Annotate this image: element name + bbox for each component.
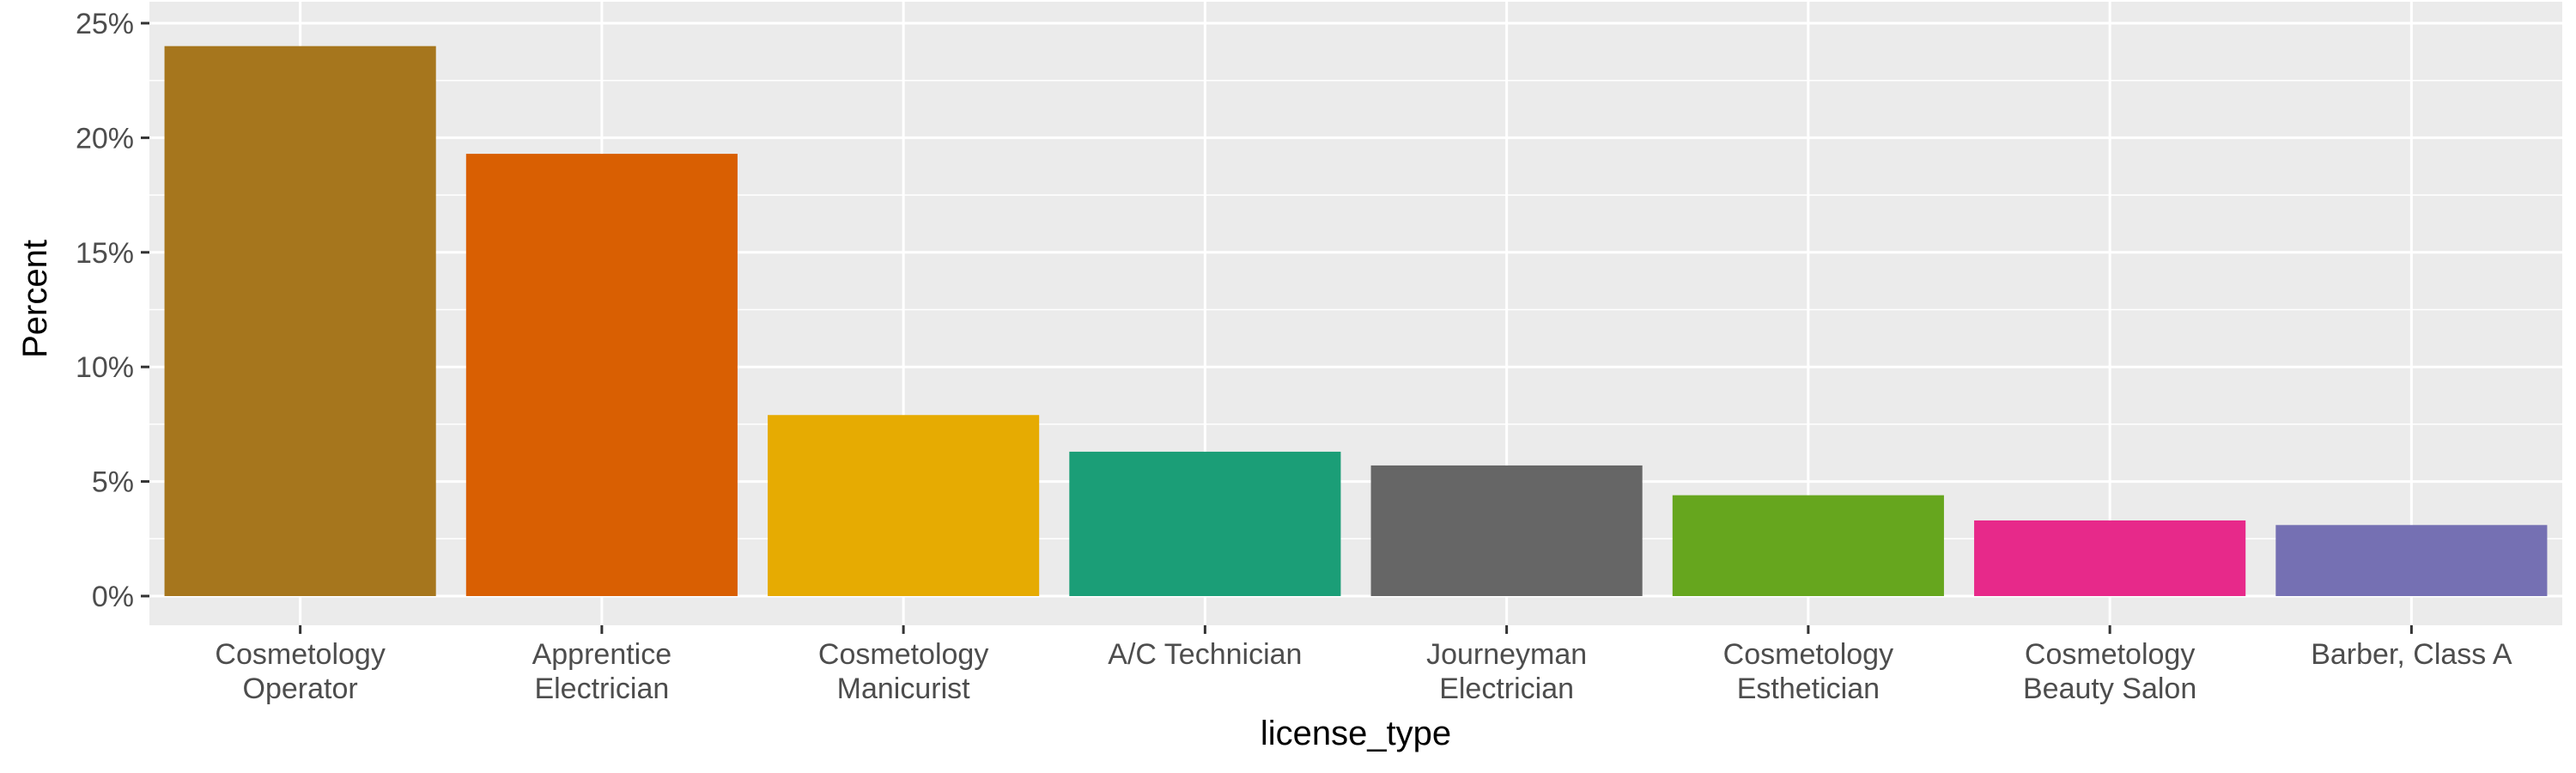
x-tick-label: Cosmetology Esthetician (1723, 638, 1893, 705)
bar (1370, 465, 1643, 596)
bar (2275, 525, 2548, 596)
y-axis: 0% 5% 10% 15% 20% 25% (76, 8, 149, 613)
x-tick-label: Cosmetology Operator (215, 638, 385, 705)
x-tick-label: Apprentice Electrician (532, 638, 672, 705)
bars (164, 46, 2548, 597)
bar (1069, 451, 1341, 596)
x-axis-title: license_type (1261, 715, 1451, 752)
y-tick-label: 20% (76, 122, 134, 155)
x-tick-label: Cosmetology Manicurist (818, 638, 988, 705)
bar (768, 415, 1040, 596)
x-tick-label: A/C Technician (1108, 638, 1302, 671)
bar (1672, 495, 1944, 596)
bar (465, 154, 738, 597)
bar (164, 46, 436, 597)
y-tick-label: 0% (92, 581, 134, 613)
y-tick-label: 5% (92, 466, 134, 499)
x-axis: Cosmetology Operator Apprentice Electrician… (215, 625, 2512, 705)
x-tick-label: Cosmetology Beauty Salon (2023, 638, 2196, 705)
x-tick-label: Journeyman Electrician (1426, 638, 1587, 705)
x-tick-label: Barber, Class A (2311, 638, 2512, 671)
y-tick-label: 10% (76, 351, 134, 384)
y-axis-title: Percent (16, 240, 54, 358)
y-tick-label: 25% (76, 8, 134, 40)
bar (1974, 520, 2246, 596)
y-tick-label: 15% (76, 237, 134, 270)
